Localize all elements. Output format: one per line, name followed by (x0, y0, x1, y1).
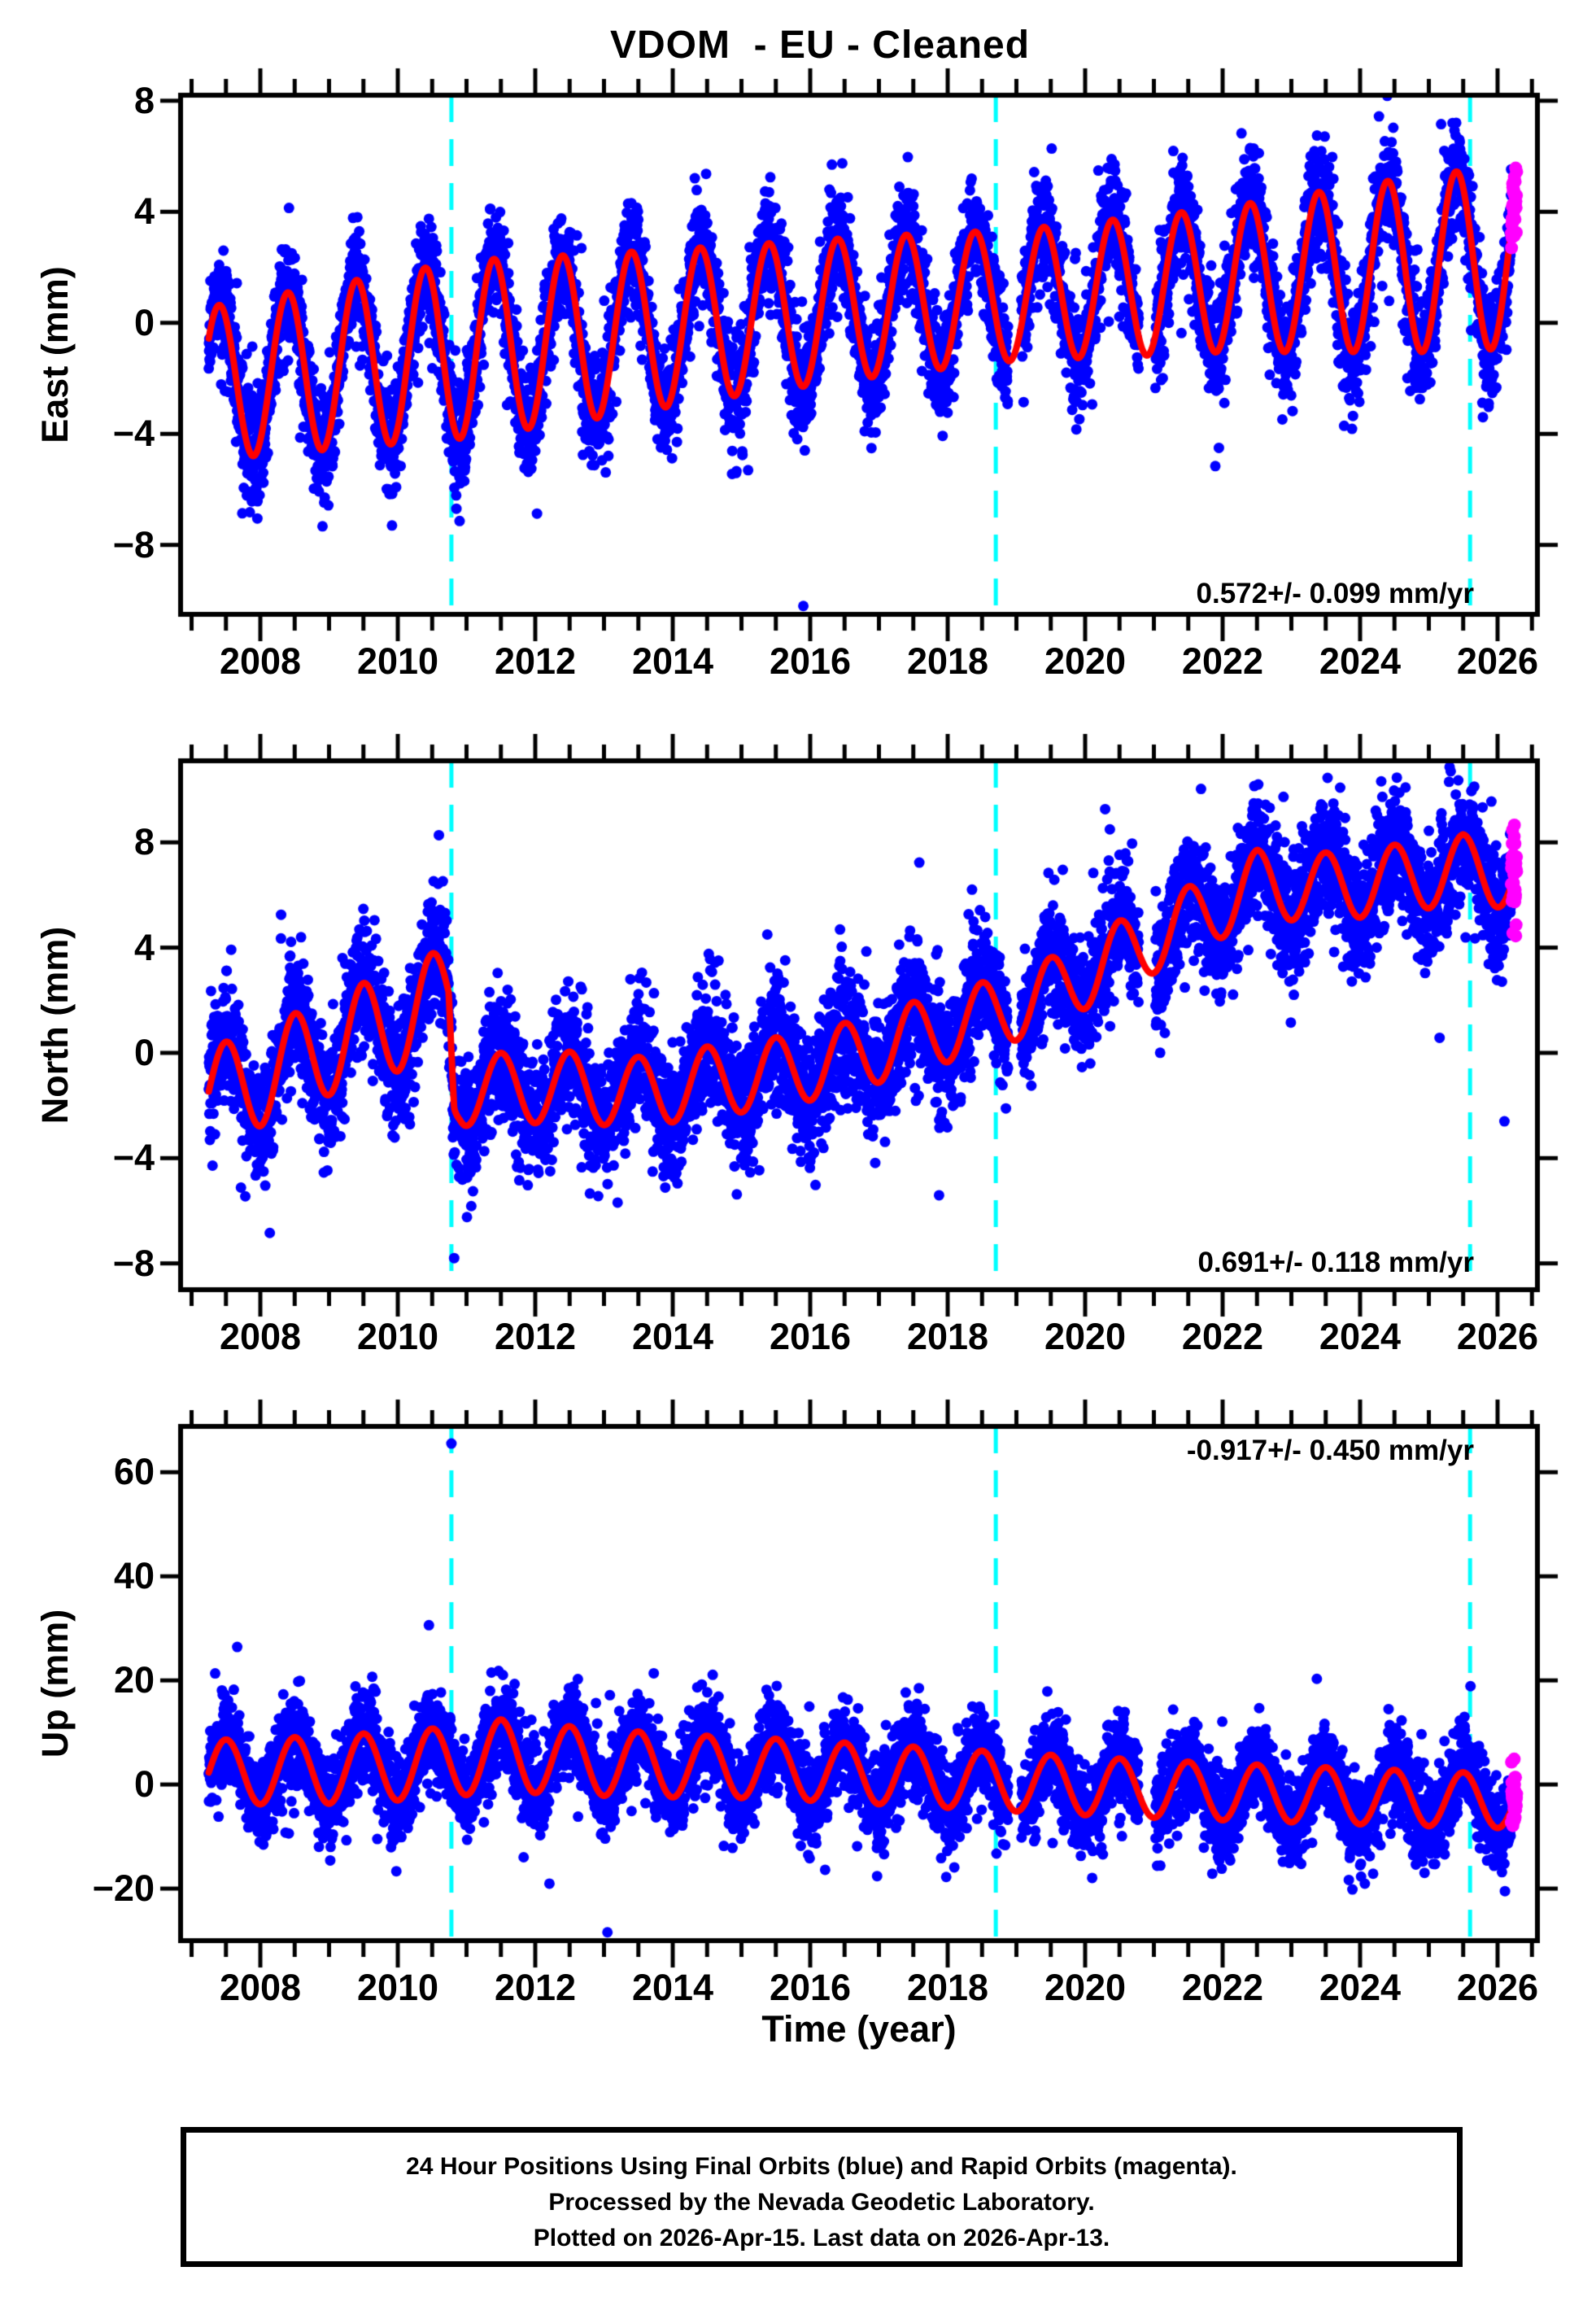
y-tick-label: 8 (133, 79, 155, 121)
x-tick-label: 2020 (1044, 1967, 1127, 2008)
x-tick-label: 2010 (356, 1967, 439, 2008)
x-tick-label: 2020 (1044, 640, 1127, 682)
y-tick-label: 20 (113, 1659, 155, 1701)
x-axis-label: Time (year) (761, 2008, 957, 2050)
up-velocity-annotation: -0.917+/- 0.450 mm/yr (1186, 1435, 1474, 1466)
y-tick-label: 40 (113, 1555, 155, 1597)
x-tick-label: 2008 (219, 1967, 302, 2008)
x-tick-label: 2018 (906, 1967, 989, 2008)
x-tick-label: 2016 (769, 640, 852, 682)
x-tick-label: 2016 (769, 1316, 852, 1357)
x-tick-label: 2008 (219, 1316, 302, 1357)
x-tick-label: 2026 (1456, 1967, 1539, 2008)
y-tick-label: −8 (112, 523, 155, 566)
x-tick-label: 2022 (1181, 1316, 1264, 1357)
caption-line-orbits: 24 Hour Positions Using Final Orbits (bl… (406, 2153, 1237, 2180)
x-tick-label: 2026 (1456, 640, 1539, 682)
y-tick-label: 0 (133, 1031, 155, 1073)
caption-box: 24 Hour Positions Using Final Orbits (bl… (181, 2127, 1463, 2267)
x-tick-label: 2010 (356, 640, 439, 682)
x-tick-label: 2018 (906, 1316, 989, 1357)
x-tick-label: 2012 (494, 1967, 577, 2008)
x-tick-label: 2022 (1181, 1967, 1264, 2008)
x-tick-label: 2024 (1319, 1967, 1402, 2008)
figure-title: VDOM - EU - Cleaned (609, 24, 1031, 67)
y-tick-label: −4 (112, 1137, 155, 1179)
x-tick-label: 2010 (356, 1316, 439, 1357)
x-tick-label: 2014 (631, 1967, 714, 2008)
north-velocity-annotation: 0.691+/- 0.118 mm/yr (1197, 1247, 1474, 1278)
y-tick-label: 60 (113, 1451, 155, 1493)
x-tick-label: 2024 (1319, 1316, 1402, 1357)
x-tick-label: 2024 (1319, 640, 1402, 682)
y-tick-label: −20 (92, 1867, 155, 1910)
x-tick-label: 2018 (906, 640, 989, 682)
x-tick-label: 2012 (494, 640, 577, 682)
x-tick-label: 2012 (494, 1316, 577, 1357)
y-tick-label: 4 (133, 190, 155, 233)
x-tick-label: 2008 (219, 640, 302, 682)
y-tick-label: 4 (133, 926, 155, 968)
x-tick-label: 2016 (769, 1967, 852, 2008)
x-tick-label: 2022 (1181, 640, 1264, 682)
y-tick-label: −8 (112, 1242, 155, 1284)
x-tick-label: 2020 (1044, 1316, 1127, 1357)
x-tick-label: 2014 (631, 640, 714, 682)
caption-line-plotted: Plotted on 2026-Apr-15. Last data on 202… (533, 2225, 1110, 2251)
x-tick-label: 2014 (631, 1316, 714, 1357)
y-tick-label: −4 (112, 413, 155, 455)
caption-line-processed: Processed by the Nevada Geodetic Laborat… (548, 2189, 1095, 2216)
y-tick-label: 0 (133, 301, 155, 343)
y-tick-label: 0 (133, 1763, 155, 1806)
y-tick-label: 8 (133, 821, 155, 863)
east-velocity-annotation: 0.572+/- 0.099 mm/yr (1196, 578, 1475, 609)
x-tick-label: 2026 (1456, 1316, 1539, 1357)
